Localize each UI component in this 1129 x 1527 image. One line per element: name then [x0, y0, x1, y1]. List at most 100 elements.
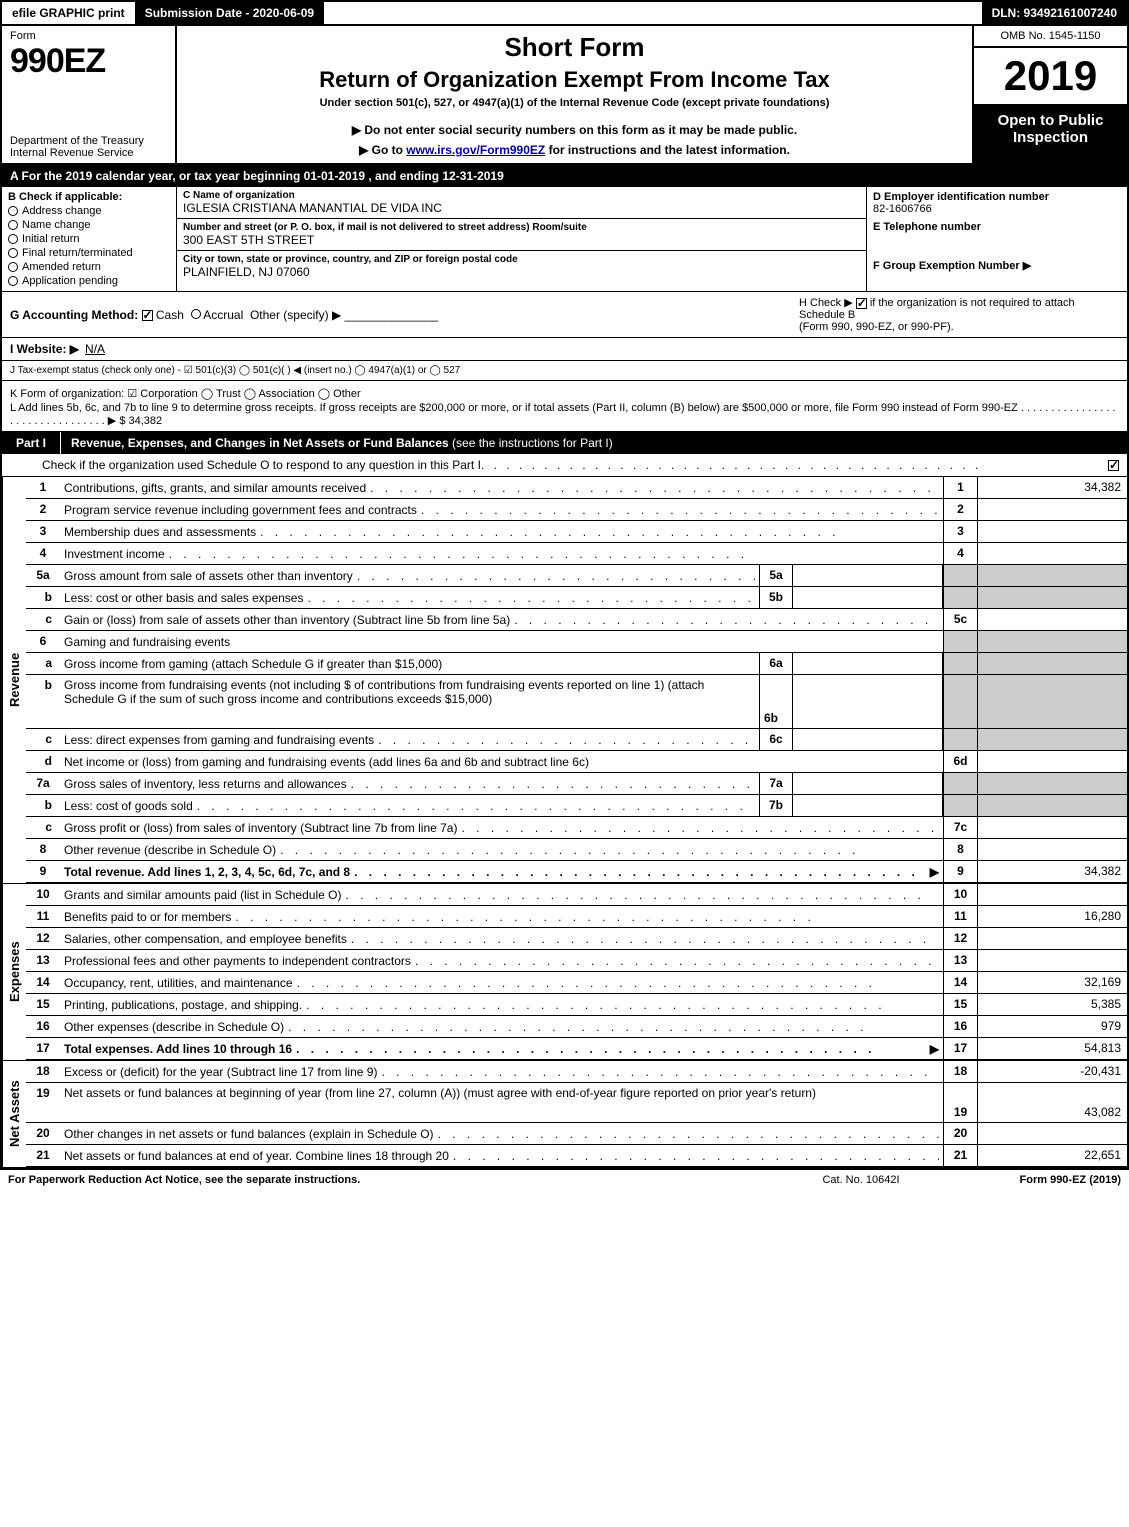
row-num: 2: [26, 499, 60, 520]
row-rnum: 16: [943, 1016, 977, 1037]
row-rval: [977, 950, 1127, 971]
row-rnum: 3: [943, 521, 977, 542]
row-rnum: 5c: [943, 609, 977, 630]
row-rval: [977, 884, 1127, 905]
row-5a: 5a Gross amount from sale of assets othe…: [26, 565, 1127, 587]
row-18: 18 Excess or (deficit) for the year (Sub…: [26, 1061, 1127, 1083]
opt-label: Final return/terminated: [22, 247, 133, 259]
dots: . . . . . . . . . . . . . . . . . . . . …: [378, 733, 755, 747]
desc-text: Occupancy, rent, utilities, and maintena…: [64, 976, 293, 990]
row-rval: [977, 609, 1127, 630]
desc-text: Gross profit or (loss) from sales of inv…: [64, 821, 457, 835]
row-rval-shade: [977, 565, 1127, 586]
row-rnum: 18: [943, 1061, 977, 1082]
dots: . . . . . . . . . . . . . . . . . . . . …: [370, 481, 939, 495]
desc-text: Other revenue (describe in Schedule O): [64, 843, 276, 857]
arrow-icon: ▶: [930, 865, 939, 879]
footer-row: For Paperwork Reduction Act Notice, see …: [0, 1169, 1129, 1190]
row-desc: Other revenue (describe in Schedule O). …: [60, 839, 943, 860]
box-c: C Name of organization IGLESIA CRISTIANA…: [177, 187, 867, 291]
cash-checkbox[interactable]: [142, 310, 153, 321]
opt-final-return[interactable]: Final return/terminated: [8, 247, 170, 259]
h-text-3: (Form 990, 990-EZ, or 990-PF).: [799, 321, 954, 333]
desc-text: Benefits paid to or for members: [64, 910, 231, 924]
row-midnum: 6c: [759, 729, 793, 750]
row-6c: c Less: direct expenses from gaming and …: [26, 729, 1127, 751]
row-desc: Gross amount from sale of assets other t…: [60, 565, 759, 586]
row-rval: 43,082: [977, 1083, 1127, 1122]
accounting-method-label: G Accounting Method:: [10, 308, 138, 322]
ein-value: 82-1606766: [873, 203, 1121, 215]
circle-icon: [8, 220, 18, 230]
opt-application-pending[interactable]: Application pending: [8, 275, 170, 287]
desc-text: Other changes in net assets or fund bala…: [64, 1127, 434, 1141]
row-desc: Gaming and fundraising events: [60, 631, 943, 652]
circle-icon: [8, 206, 18, 216]
row-7b: b Less: cost of goods sold. . . . . . . …: [26, 795, 1127, 817]
row-rval: [977, 839, 1127, 860]
dots: . . . . . . . . . . . . . . . . . . . . …: [357, 569, 755, 583]
row-num: 7a: [26, 773, 60, 794]
row-desc: Investment income. . . . . . . . . . . .…: [60, 543, 943, 564]
row-rnum: 14: [943, 972, 977, 993]
desc-text: Less: cost or other basis and sales expe…: [64, 591, 303, 605]
opt-name-change[interactable]: Name change: [8, 219, 170, 231]
row-2: 2 Program service revenue including gove…: [26, 499, 1127, 521]
row-rnum-shade: [943, 773, 977, 794]
top-bar: efile GRAPHIC print Submission Date - 20…: [2, 2, 1127, 26]
row-num: 18: [26, 1061, 60, 1082]
row-7a: 7a Gross sales of inventory, less return…: [26, 773, 1127, 795]
dept-irs: Internal Revenue Service: [10, 147, 167, 159]
arrow-icon: ▶: [930, 1042, 939, 1056]
irs-link[interactable]: www.irs.gov/Form990EZ: [406, 143, 545, 157]
dots: . . . . . . . . . . . . . . . . . . . . …: [345, 888, 939, 902]
opt-initial-return[interactable]: Initial return: [8, 233, 170, 245]
row-num: 9: [26, 861, 60, 882]
row-rnum: 21: [943, 1145, 977, 1166]
under-section: Under section 501(c), 527, or 4947(a)(1)…: [189, 97, 960, 109]
form-word: Form: [10, 30, 167, 42]
line-i: I Website: ▶ N/A: [2, 338, 1127, 361]
dots: . . . . . . . . . . . . . . . . . . . . …: [481, 458, 1108, 472]
dots: . . . . . . . . . . . . . . . . . . . . …: [288, 1020, 939, 1034]
opt-label: Application pending: [22, 275, 118, 287]
part-1-label: Part I: [2, 432, 61, 454]
desc-text: Grants and similar amounts paid (list in…: [64, 888, 341, 902]
row-6a: a Gross income from gaming (attach Sched…: [26, 653, 1127, 675]
desc-text: Investment income: [64, 547, 165, 561]
row-desc: Net income or (loss) from gaming and fun…: [60, 751, 943, 772]
schedule-b-checkbox[interactable]: [856, 298, 867, 309]
opt-label: Address change: [22, 205, 102, 217]
row-19: 19 Net assets or fund balances at beginn…: [26, 1083, 1127, 1123]
line-j: J Tax-exempt status (check only one) - ☑…: [2, 361, 1127, 381]
desc-text: Salaries, other compensation, and employ…: [64, 932, 347, 946]
desc-text: Professional fees and other payments to …: [64, 954, 411, 968]
row-rnum-shade: [943, 565, 977, 586]
row-8: 8 Other revenue (describe in Schedule O)…: [26, 839, 1127, 861]
submission-date-badge: Submission Date - 2020-06-09: [135, 2, 326, 24]
row-rval: 34,382: [977, 861, 1127, 882]
row-rnum-shade: [943, 653, 977, 674]
row-rval: [977, 928, 1127, 949]
row-9: 9 Total revenue. Add lines 1, 2, 3, 4, 5…: [26, 861, 1127, 883]
row-desc: Other changes in net assets or fund bala…: [60, 1123, 943, 1144]
schedule-o-check-row: Check if the organization used Schedule …: [2, 454, 1127, 476]
dots: . . . . . . . . . . . . . . . . . . . . …: [514, 613, 939, 627]
dots: . . . . . . . . . . . . . . . . . . . . …: [235, 910, 939, 924]
opt-amended-return[interactable]: Amended return: [8, 261, 170, 273]
row-rnum: 8: [943, 839, 977, 860]
accrual-label: Accrual: [203, 308, 243, 322]
accrual-radio[interactable]: [191, 309, 201, 319]
row-num: 1: [26, 477, 60, 498]
department-label: Department of the Treasury Internal Reve…: [10, 135, 167, 159]
ssn-note: ▶ Do not enter social security numbers o…: [189, 123, 960, 137]
row-num: 10: [26, 884, 60, 905]
address-value: 300 EAST 5TH STREET: [183, 233, 860, 247]
group-exemption-label: F Group Exemption Number ▶: [873, 259, 1121, 272]
schedule-o-checkbox[interactable]: [1108, 460, 1119, 471]
row-midnum: 7b: [759, 795, 793, 816]
part-1-title: Revenue, Expenses, and Changes in Net As…: [61, 432, 1127, 454]
dots: . . . . . . . . . . . . . . . . . . . . …: [461, 821, 939, 835]
opt-address-change[interactable]: Address change: [8, 205, 170, 217]
row-num: 16: [26, 1016, 60, 1037]
